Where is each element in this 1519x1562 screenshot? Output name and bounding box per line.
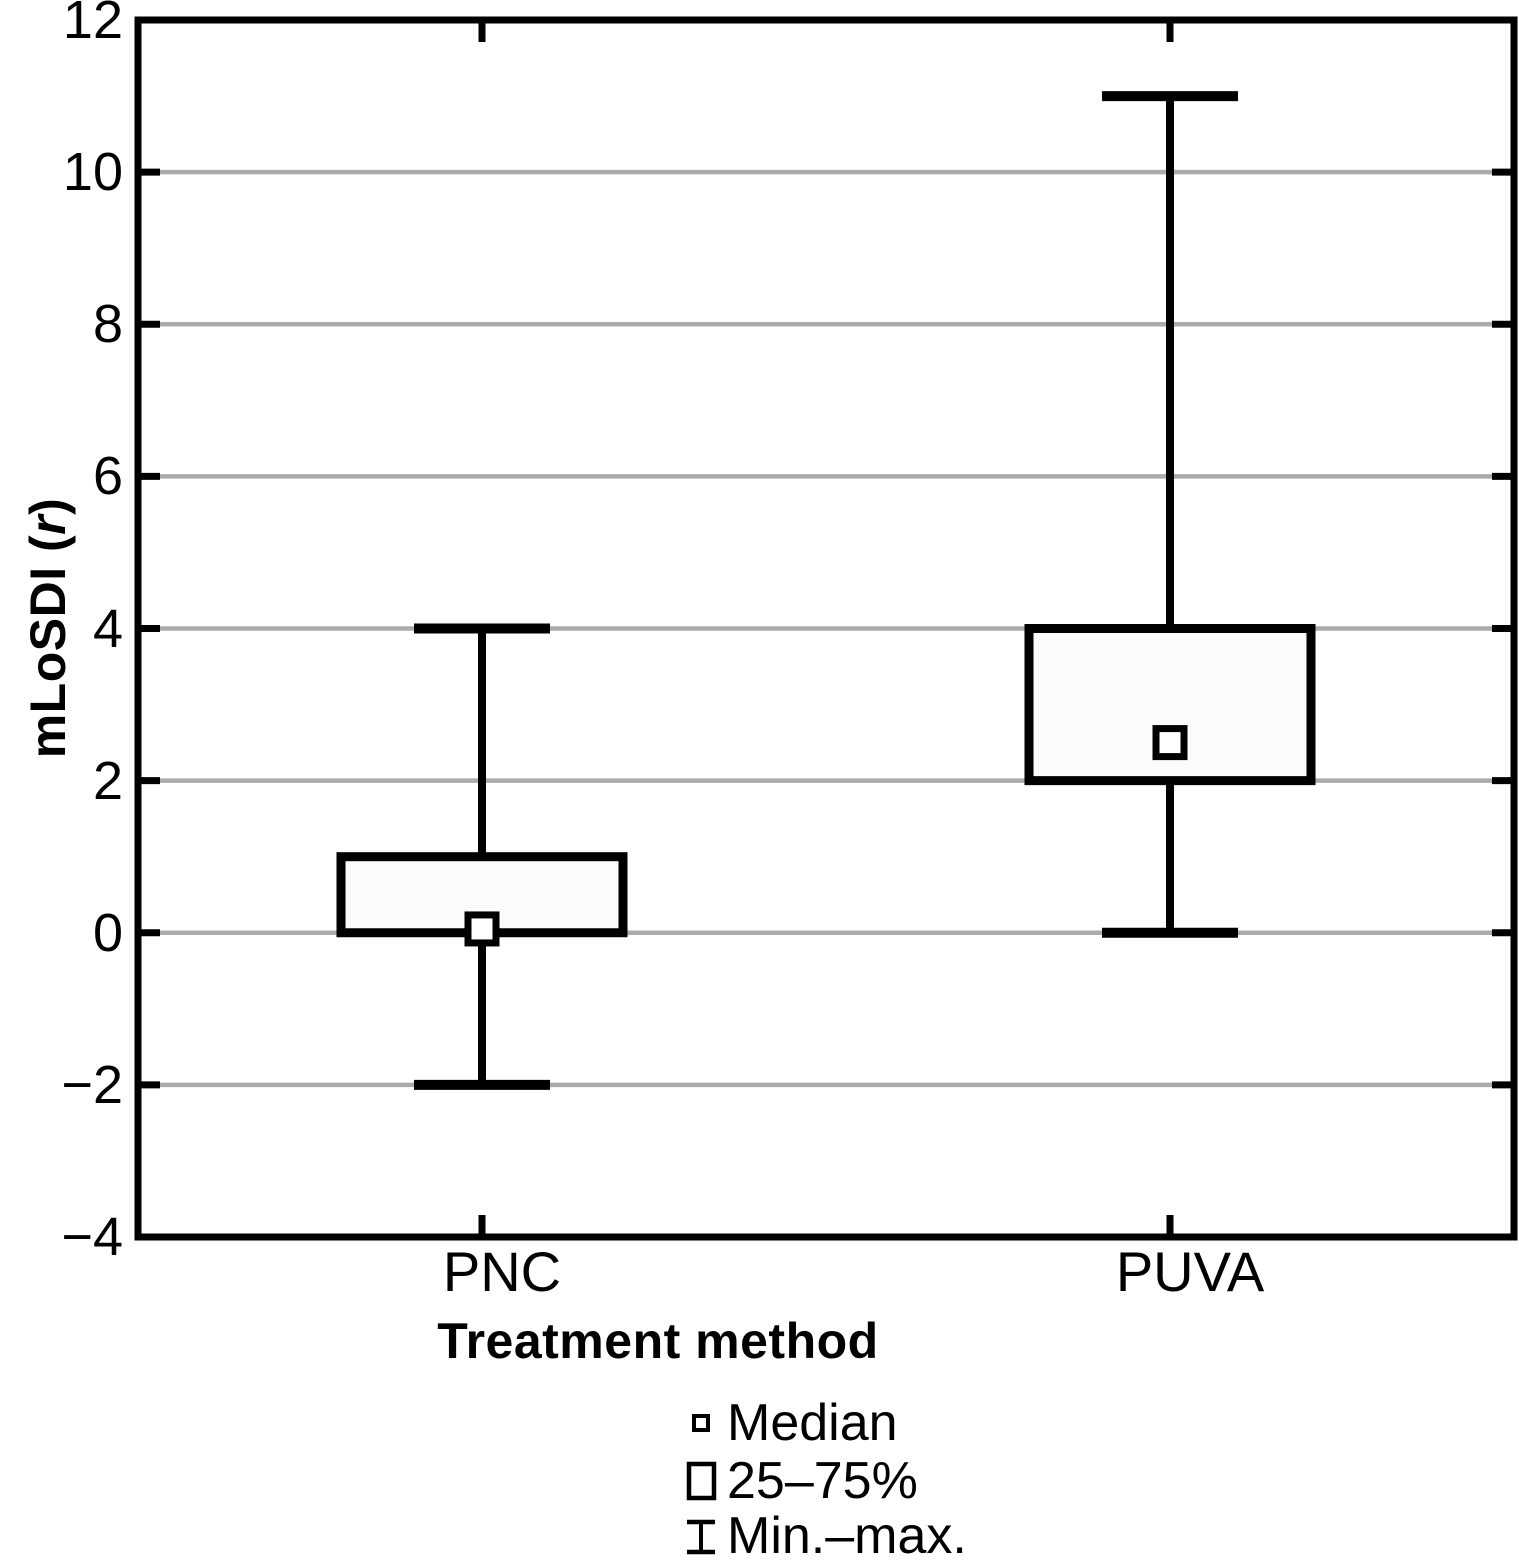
min-max-whisker-icon [687, 1519, 715, 1555]
legend-label-25-75: 25–75% [727, 1452, 918, 1510]
x-category-label-PUVA: PUVA [1115, 1240, 1265, 1303]
y-tick-label-0: 0 [92, 902, 123, 963]
y-axis-title-text: mLoSDI ( [20, 534, 76, 759]
x-axis-title: Treatment method [437, 1313, 879, 1369]
y-tick-label-2: 2 [92, 750, 123, 811]
y-axis-title: mLoSDI (r) [19, 498, 77, 759]
y-tick-label-4: 4 [92, 598, 123, 659]
iqr-box-icon [686, 1461, 717, 1501]
y-tick-label-6: 6 [92, 446, 123, 507]
y-tick-label-12: 12 [62, 0, 123, 50]
legend-item-25-75: 25–75% [684, 1453, 918, 1509]
legend-label-min-max: Min.–max. [727, 1507, 967, 1562]
legend-label-median: Median [727, 1394, 898, 1452]
y-axis-title-italic-r: r [20, 514, 76, 535]
plot-frame [134, 16, 1518, 1241]
y-axis-title-close-paren: ) [20, 497, 76, 515]
y-tick-label--2: −2 [61, 1054, 123, 1115]
median-marker-PUVA [1152, 725, 1188, 761]
legend-item-min-max: Min.–max. [684, 1508, 967, 1562]
median-marker-PNC [464, 911, 500, 947]
legend-item-median: Median [684, 1395, 898, 1451]
y-tick-label-8: 8 [92, 294, 123, 355]
median-marker-icon [692, 1414, 710, 1432]
x-category-label-PNC: PNC [442, 1240, 562, 1303]
y-tick-label--4: −4 [61, 1207, 123, 1267]
y-tick-label-10: 10 [62, 142, 123, 203]
